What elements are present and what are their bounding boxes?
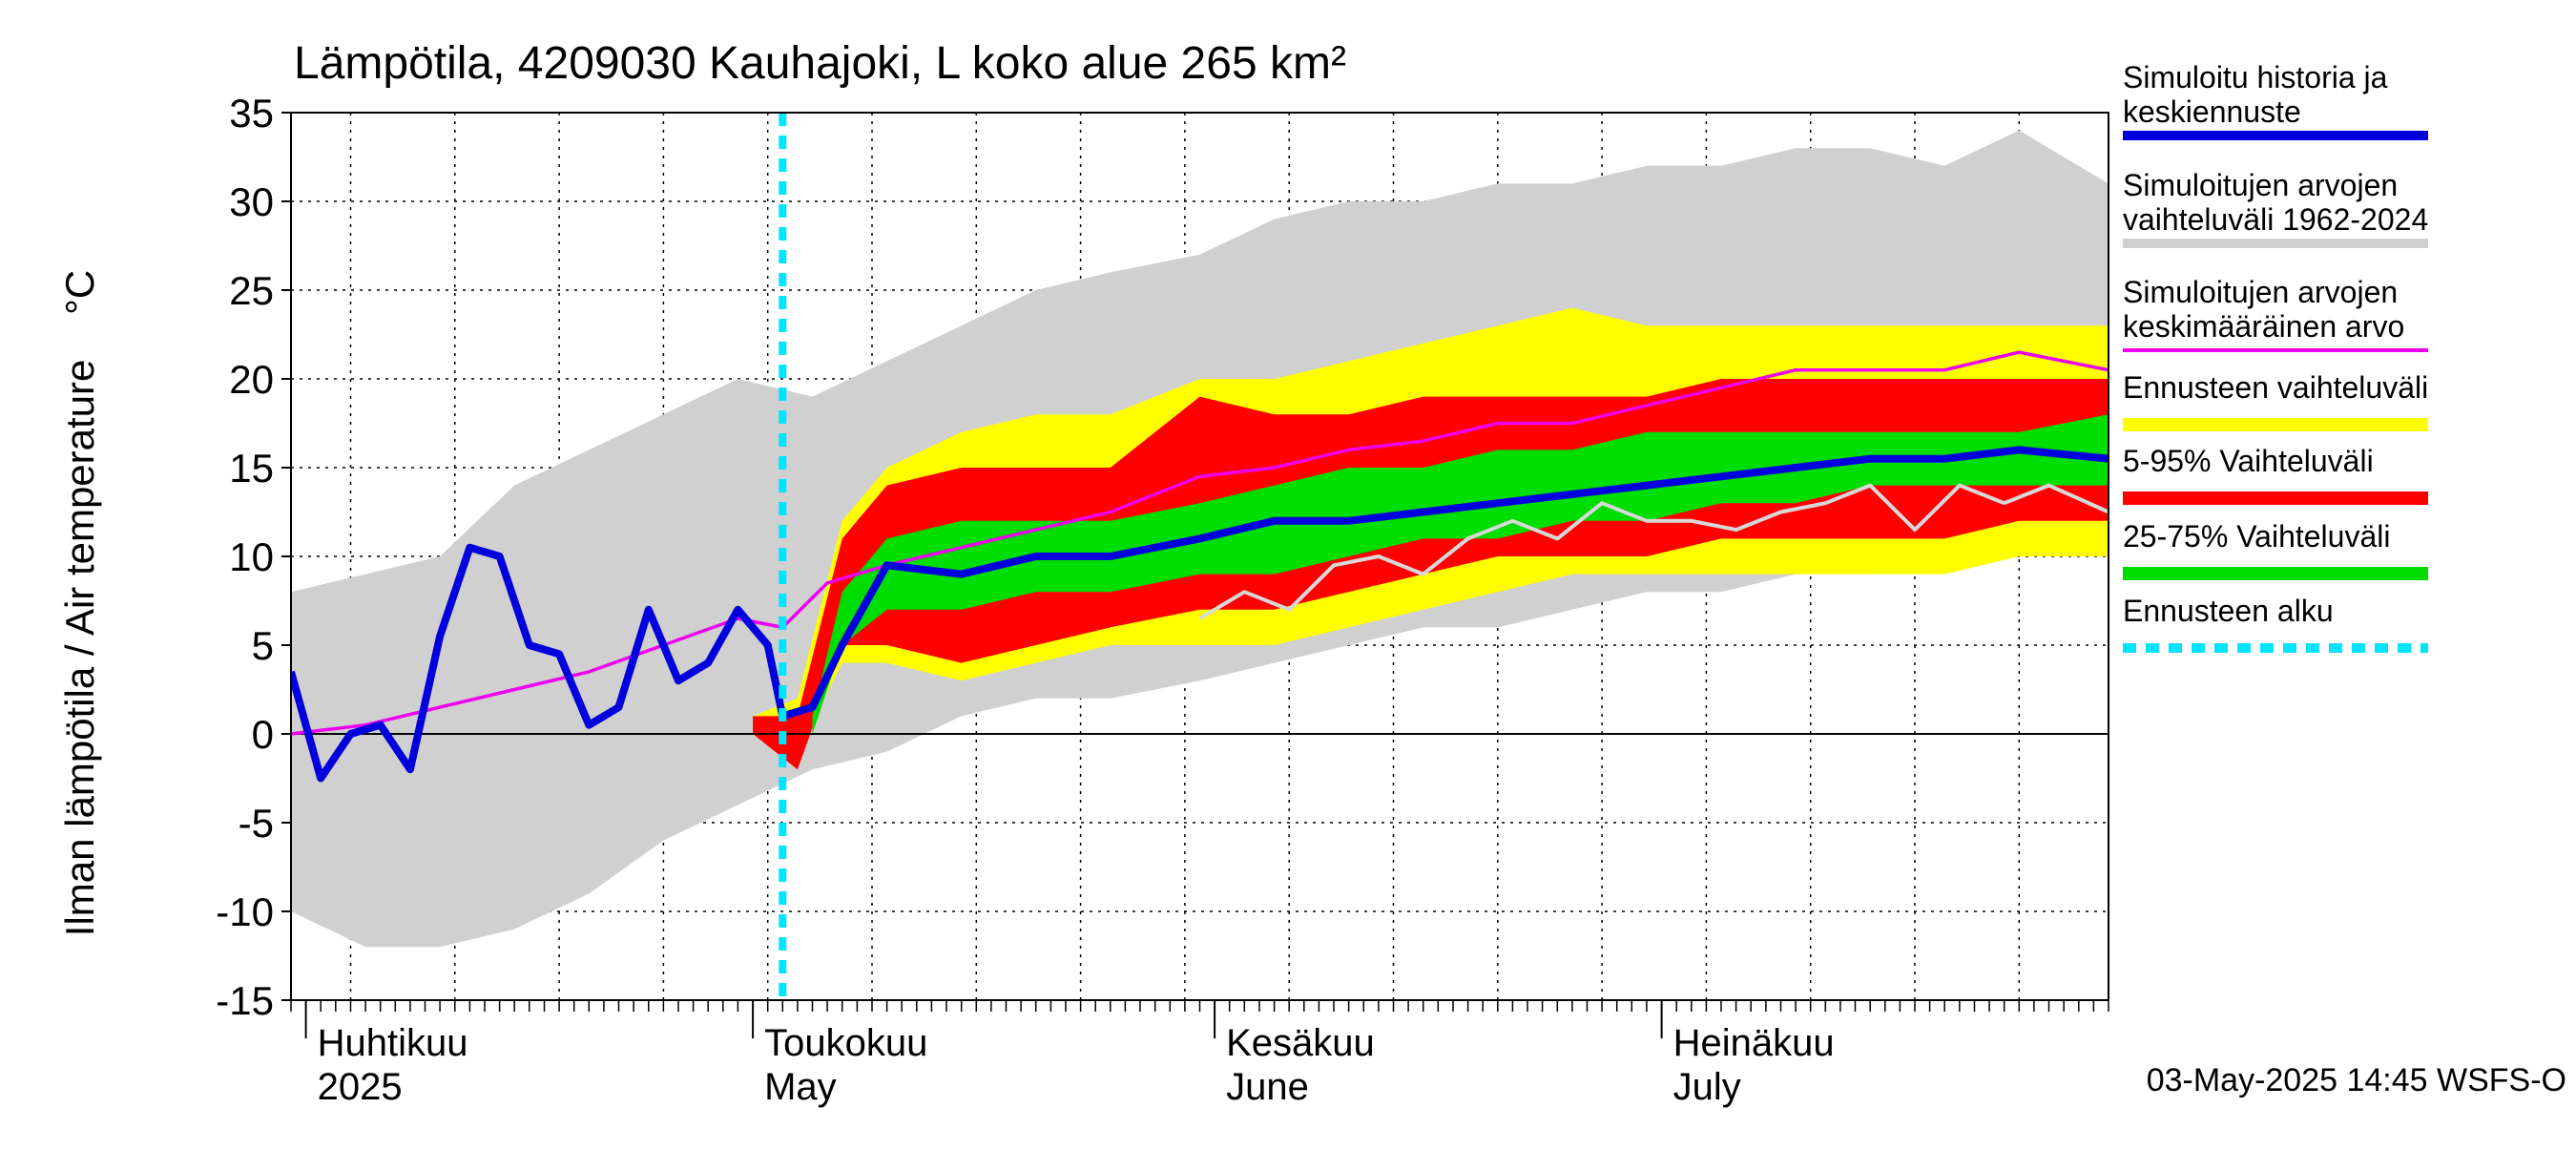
legend-label: Simuloitujen arvojen bbox=[2123, 168, 2398, 202]
band-00dd00 bbox=[812, 414, 2109, 734]
legend-label: Ennusteen vaihteluväli bbox=[2123, 370, 2428, 405]
month-label-fi: Huhtikuu bbox=[318, 1022, 468, 1064]
timestamp: 03-May-2025 14:45 WSFS-O bbox=[2147, 1062, 2566, 1098]
plot-area: -15-10-505101520253035Huhtikuu2025Toukok… bbox=[216, 91, 2109, 1108]
legend-label: 5-95% Vaihteluväli bbox=[2123, 444, 2374, 478]
legend-label: keskiennuste bbox=[2123, 94, 2301, 129]
plot-inner bbox=[291, 113, 2109, 1000]
chart-title: Lämpötila, 4209030 Kauhajoki, L koko alu… bbox=[294, 38, 1346, 89]
series-line-d8d8d8 bbox=[1198, 483, 2109, 620]
y-tick-label: 15 bbox=[229, 446, 274, 491]
y-tick-label: 5 bbox=[252, 623, 274, 668]
month-label-fi: Kesäkuu bbox=[1226, 1022, 1375, 1064]
y-tick-label: -5 bbox=[239, 801, 274, 846]
month-label-en: 2025 bbox=[318, 1066, 403, 1108]
y-tick-label: 20 bbox=[229, 357, 274, 402]
y-tick-label: 25 bbox=[229, 268, 274, 313]
month-label-fi: Toukokuu bbox=[764, 1022, 927, 1064]
y-tick-label: -15 bbox=[216, 978, 274, 1023]
y-tick-label: 30 bbox=[229, 179, 274, 224]
legend-label: 25-75% Vaihteluväli bbox=[2123, 519, 2390, 554]
y-tick-label: 0 bbox=[252, 712, 274, 757]
legend-label: vaihteluväli 1962-2024 bbox=[2123, 202, 2428, 237]
legend-label: keskimääräinen arvo bbox=[2123, 309, 2404, 344]
y-tick-label: 10 bbox=[229, 534, 274, 579]
legend-label: Simuloitu historia ja bbox=[2123, 60, 2388, 94]
month-label-en: May bbox=[764, 1066, 837, 1108]
y-tick-label: -10 bbox=[216, 889, 274, 934]
series-line-ee00ee bbox=[291, 350, 2109, 736]
month-label-en: July bbox=[1673, 1066, 1741, 1108]
legend-label: Ennusteen alku bbox=[2123, 594, 2334, 628]
month-label-fi: Heinäkuu bbox=[1673, 1022, 1835, 1064]
month-label-en: June bbox=[1226, 1066, 1309, 1108]
y-tick-label: 35 bbox=[229, 91, 274, 136]
y-axis-label: Ilman lämpötila / Air temperature °C bbox=[57, 270, 102, 936]
series-line-0000dd bbox=[291, 446, 2109, 783]
legend-label: Simuloitujen arvojen bbox=[2123, 275, 2398, 309]
